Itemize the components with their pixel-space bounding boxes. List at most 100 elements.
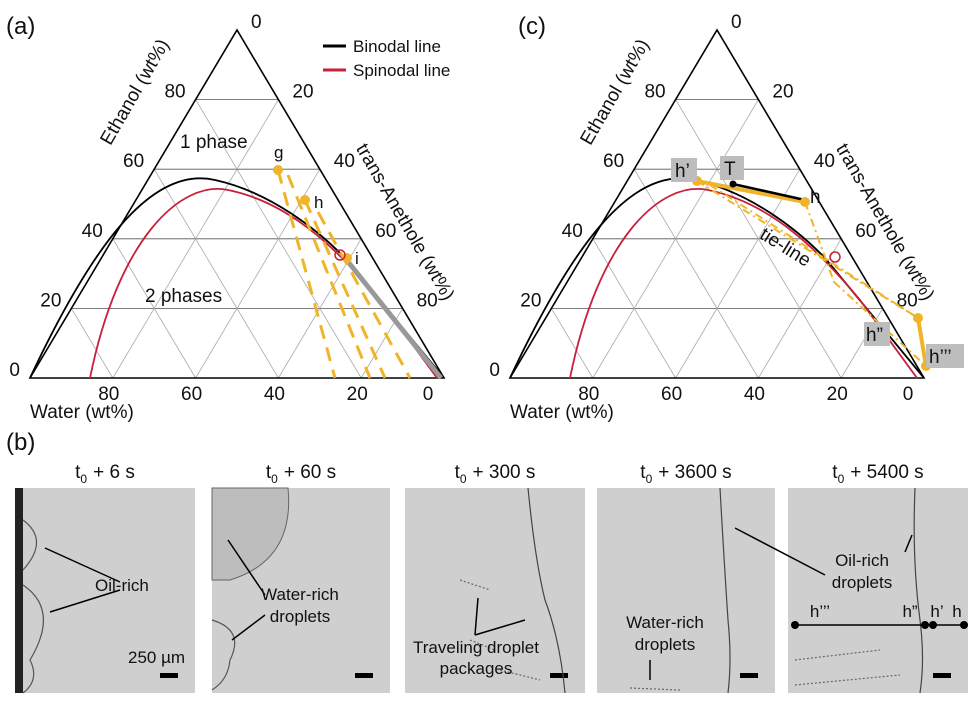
tick-label: 60 bbox=[661, 384, 682, 405]
image-frame bbox=[597, 488, 775, 693]
time-sub: 0 bbox=[838, 472, 845, 486]
tick-label: 60 bbox=[603, 151, 624, 172]
tick-label: 60 bbox=[181, 384, 202, 405]
point-label: h” bbox=[902, 602, 917, 621]
tick-label: 0 bbox=[903, 384, 914, 405]
point-label: h’ bbox=[930, 602, 943, 621]
annotation: h’’’ bbox=[929, 347, 952, 368]
binodal-line bbox=[510, 178, 924, 378]
time-sub: 0 bbox=[460, 472, 467, 486]
point bbox=[273, 165, 283, 175]
annotation: 1 phase bbox=[180, 132, 248, 153]
tick-label: 40 bbox=[334, 151, 355, 172]
annotation: g bbox=[274, 143, 283, 162]
spinodal-line bbox=[90, 189, 437, 378]
point bbox=[791, 621, 799, 629]
scale-bar bbox=[550, 673, 568, 678]
tick-label: 80 bbox=[644, 82, 665, 103]
tick-label: 0 bbox=[489, 360, 500, 381]
point bbox=[300, 195, 310, 205]
axis-title: Water (wt%) bbox=[30, 402, 134, 423]
triangle bbox=[510, 30, 924, 378]
annotation: 2 phases bbox=[145, 286, 222, 307]
time-sub: 0 bbox=[646, 472, 653, 486]
scale-bar bbox=[160, 673, 178, 678]
caption: Water-rich bbox=[626, 613, 704, 632]
scale-bar bbox=[933, 673, 951, 678]
tick-label: 20 bbox=[292, 82, 313, 103]
axis-title: trans-Anethole (wt%) bbox=[351, 140, 458, 304]
point bbox=[913, 313, 923, 323]
tick-label: 60 bbox=[375, 221, 396, 242]
caption: droplets bbox=[635, 635, 695, 654]
tick-label: 0 bbox=[731, 12, 742, 33]
axis-title: Ethanol (wt%) bbox=[97, 36, 174, 149]
time-rest: + 300 s bbox=[473, 462, 536, 483]
triangle bbox=[30, 30, 444, 378]
time-rest: + 6 s bbox=[93, 462, 135, 483]
annotation: h bbox=[810, 187, 821, 208]
axis-title: Ethanol (wt%) bbox=[577, 36, 654, 149]
annotation: h bbox=[314, 193, 323, 212]
tick-label: 0 bbox=[251, 12, 262, 33]
annotation: h’ bbox=[675, 161, 690, 182]
grid-line bbox=[676, 169, 800, 378]
caption: Water-rich bbox=[261, 585, 339, 604]
time-label: t0+ 5400 s bbox=[832, 462, 923, 486]
time-label: t0+ 300 s bbox=[455, 462, 536, 486]
axis-title: Water (wt%) bbox=[510, 402, 614, 423]
tick-label: 20 bbox=[520, 290, 541, 311]
point bbox=[929, 621, 937, 629]
point bbox=[960, 621, 968, 629]
time-label: t0+ 3600 s bbox=[640, 462, 731, 486]
time-label: t0+ 6 s bbox=[75, 462, 135, 486]
annotation: h” bbox=[866, 325, 883, 346]
tick-label: 40 bbox=[82, 221, 103, 242]
time-sub: 0 bbox=[271, 472, 278, 486]
scale-bar bbox=[355, 673, 373, 678]
edge bbox=[15, 488, 23, 693]
caption: 250 µm bbox=[128, 648, 185, 667]
tick-label: 20 bbox=[347, 384, 368, 405]
annotation: T bbox=[724, 159, 736, 180]
critical-point bbox=[830, 252, 840, 262]
point-label: h’’’ bbox=[810, 602, 830, 621]
tick-label: 20 bbox=[772, 82, 793, 103]
legend-label: Binodal line bbox=[353, 37, 441, 56]
caption: droplets bbox=[832, 573, 892, 592]
time-rest: + 60 s bbox=[284, 462, 336, 483]
binodal-line bbox=[30, 178, 444, 378]
tick-label: 40 bbox=[744, 384, 765, 405]
caption: droplets bbox=[270, 607, 330, 626]
scale-bar bbox=[740, 673, 758, 678]
annotation: i bbox=[355, 249, 359, 268]
tick-label: 60 bbox=[855, 221, 876, 242]
tick-label: 40 bbox=[264, 384, 285, 405]
figure: 020406080020406080806040200Ethanol (wt%)… bbox=[0, 0, 968, 713]
point bbox=[730, 181, 737, 188]
caption: Oil-rich bbox=[95, 576, 149, 595]
tick-label: 40 bbox=[814, 151, 835, 172]
point bbox=[800, 197, 810, 207]
caption: Traveling droplet bbox=[413, 638, 539, 657]
point bbox=[921, 621, 929, 629]
tick-label: 60 bbox=[123, 151, 144, 172]
tick-label: 0 bbox=[423, 384, 434, 405]
panel-label: (b) bbox=[6, 429, 35, 456]
point-label: h bbox=[952, 602, 961, 621]
tick-label: 40 bbox=[562, 221, 583, 242]
time-rest: + 5400 s bbox=[850, 462, 923, 483]
time-sub: 0 bbox=[80, 472, 87, 486]
time-label: t0+ 60 s bbox=[266, 462, 336, 486]
tick-label: 80 bbox=[164, 82, 185, 103]
panel-label: (a) bbox=[6, 13, 35, 40]
time-rest: + 3600 s bbox=[658, 462, 731, 483]
axis-title: trans-Anethole (wt%) bbox=[831, 140, 938, 304]
caption: packages bbox=[440, 659, 513, 678]
tick-label: 20 bbox=[827, 384, 848, 405]
caption: Oil-rich bbox=[835, 551, 889, 570]
tick-label: 20 bbox=[40, 290, 61, 311]
legend-label: Spinodal line bbox=[353, 61, 450, 80]
